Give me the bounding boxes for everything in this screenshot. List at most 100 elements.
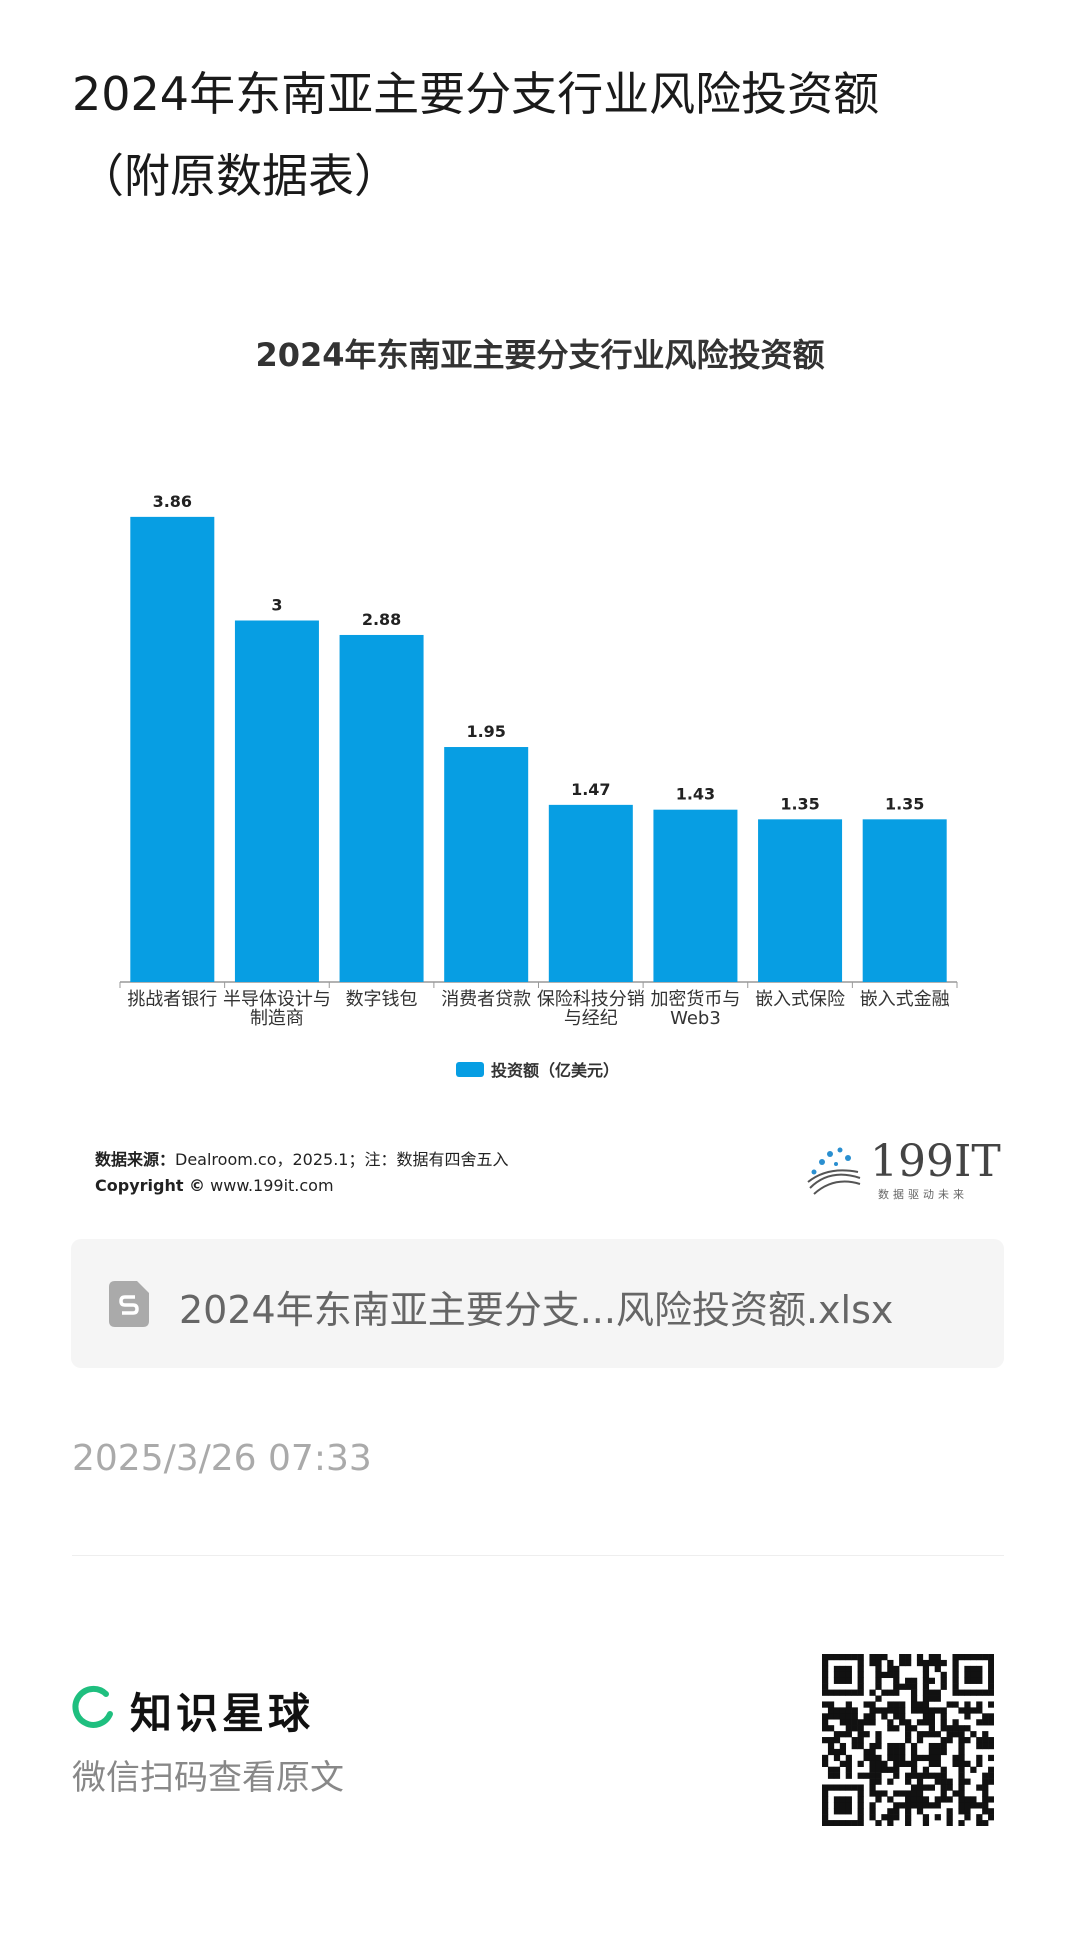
qr-module xyxy=(988,1689,994,1696)
qr-module xyxy=(822,1760,829,1767)
qr-module xyxy=(881,1766,888,1773)
qr-module xyxy=(899,1802,906,1809)
qr-module xyxy=(875,1731,882,1738)
qr-module xyxy=(934,1665,941,1673)
bar xyxy=(234,620,319,982)
qr-module xyxy=(869,1701,876,1708)
qr-module xyxy=(887,1796,894,1803)
qr-module xyxy=(970,1677,977,1684)
qr-module xyxy=(822,1725,829,1732)
qr-module xyxy=(827,1766,835,1773)
qr-module xyxy=(988,1778,994,1785)
qr-module xyxy=(899,1713,906,1720)
qr-module xyxy=(863,1731,870,1738)
qr-module xyxy=(988,1719,994,1726)
data-label: 1.43 xyxy=(676,785,715,804)
qr-module xyxy=(940,1671,947,1679)
qr-module xyxy=(857,1671,864,1679)
copyright: Copyright © www.199it.com xyxy=(95,1176,334,1195)
qr-module xyxy=(988,1671,994,1679)
qr-module xyxy=(869,1814,876,1821)
qr-module xyxy=(922,1766,930,1773)
qr-module xyxy=(875,1695,882,1702)
bar xyxy=(548,804,633,982)
qr-module xyxy=(839,1707,847,1714)
qr-module xyxy=(982,1784,989,1791)
copyright-label: Copyright © xyxy=(95,1176,206,1195)
qr-module xyxy=(940,1659,947,1667)
qr-module xyxy=(922,1802,930,1809)
qr-module xyxy=(881,1689,888,1696)
qr-module xyxy=(964,1760,971,1767)
qr-module xyxy=(922,1784,930,1791)
qr-module xyxy=(869,1808,876,1815)
qr-module xyxy=(910,1760,918,1767)
qr-module xyxy=(887,1671,894,1679)
qr-module xyxy=(822,1683,829,1690)
qr-module xyxy=(905,1654,912,1661)
qr-module xyxy=(940,1737,947,1744)
qr-module xyxy=(928,1731,935,1738)
qr-module xyxy=(910,1772,918,1779)
qr-module xyxy=(970,1731,977,1738)
qr-module xyxy=(887,1665,894,1673)
qr-module xyxy=(922,1814,930,1821)
qr-module xyxy=(958,1778,965,1785)
qr-module xyxy=(845,1731,852,1738)
qr-module xyxy=(910,1695,918,1702)
qr-module xyxy=(940,1784,947,1791)
qr-module xyxy=(940,1707,947,1714)
qr-module xyxy=(964,1677,971,1684)
qr-module xyxy=(958,1731,965,1738)
qr-module xyxy=(946,1796,953,1803)
qr-module xyxy=(845,1796,852,1803)
qr-module xyxy=(827,1737,835,1744)
page-title: 2024年东南亚主要分支行业风险投资额 xyxy=(72,67,880,121)
x-tick-label: 数字钱包 xyxy=(345,989,418,1010)
logo-name: 199IT xyxy=(870,1136,1001,1187)
qr-module xyxy=(988,1766,994,1773)
qr-module xyxy=(946,1725,953,1732)
qr-module xyxy=(833,1689,841,1696)
qr-module xyxy=(893,1665,900,1673)
qr-module xyxy=(976,1737,983,1744)
qr-module xyxy=(845,1760,852,1767)
qr-module xyxy=(857,1665,864,1673)
qr-module xyxy=(833,1707,841,1714)
qr-module xyxy=(970,1689,977,1696)
qr-module xyxy=(875,1707,882,1714)
data-label: 1.35 xyxy=(885,794,924,813)
qr-module xyxy=(899,1701,906,1708)
qr-module xyxy=(982,1713,989,1720)
page-subtitle: （附原数据表） xyxy=(78,149,400,203)
qr-module xyxy=(899,1742,906,1750)
qr-module xyxy=(845,1754,852,1762)
bar xyxy=(339,634,424,982)
qr-module xyxy=(916,1701,924,1708)
qr-module xyxy=(845,1707,852,1714)
qr-module xyxy=(964,1671,971,1679)
data-label: 3 xyxy=(271,596,282,615)
qr-module xyxy=(958,1808,965,1815)
qr-module xyxy=(893,1707,900,1714)
qr-code[interactable] xyxy=(822,1654,994,1826)
qr-module xyxy=(922,1796,930,1803)
qr-module xyxy=(833,1802,841,1809)
qr-module xyxy=(964,1725,971,1732)
qr-module xyxy=(899,1790,906,1797)
qr-module xyxy=(976,1760,983,1767)
legend-label: 投资额（亿美元） xyxy=(491,1061,619,1080)
qr-module xyxy=(833,1665,841,1673)
file-card[interactable]: 2024年东南亚主要分支...风险投资额.xlsx xyxy=(71,1239,1004,1368)
qr-module xyxy=(839,1760,847,1767)
qr-module xyxy=(952,1654,959,1661)
chart: 2024年东南亚主要分支行业风险投资额 3.86 3 2.88 1.95 1.47 1.4… xyxy=(0,300,1080,1100)
qr-module xyxy=(970,1766,977,1773)
qr-module xyxy=(839,1802,847,1809)
qr-module xyxy=(922,1695,930,1702)
qr-module xyxy=(922,1665,930,1673)
qr-module xyxy=(869,1742,876,1750)
qr-module xyxy=(827,1748,835,1756)
qr-module xyxy=(952,1760,959,1767)
qr-module xyxy=(893,1713,900,1720)
